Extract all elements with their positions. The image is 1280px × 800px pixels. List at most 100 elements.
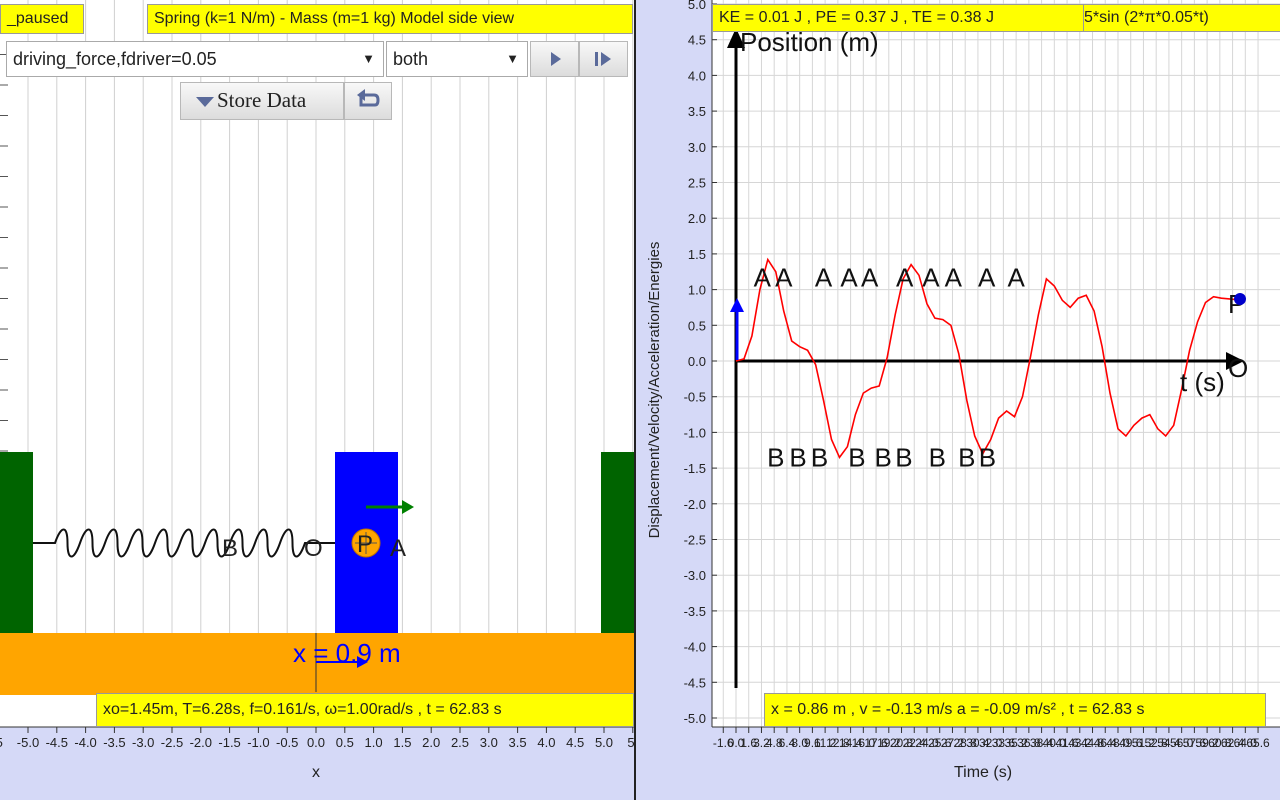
- label-o: O: [304, 535, 323, 562]
- x-tick-label: 4.8: [766, 736, 783, 750]
- label-b: B: [222, 535, 238, 562]
- driving-formula: 5*sin (2*π*0.05*t): [1084, 4, 1280, 32]
- turning-point-label-a: A: [754, 263, 772, 293]
- y-tick-label: 1.5: [688, 247, 706, 262]
- initial-velocity-arrow: [730, 298, 744, 360]
- turning-point-label-a: A: [840, 263, 858, 293]
- x-axis-ticks: 5 -5.0 -4.5 -4.0 -3.5 -3.0 -2.5 -2.0 -1.5 -1.0 -0.…: [0, 727, 634, 750]
- x-tick-label: -0.5: [276, 735, 298, 750]
- x-tick-label: 46.4: [1094, 736, 1118, 750]
- y-tick-label: 2.5: [688, 176, 706, 191]
- x-tick-label: 33.6: [992, 736, 1016, 750]
- energy-readout: KE = 0.01 J , PE = 0.37 J , TE = 0.38 J: [712, 4, 1084, 32]
- y-tick-label: -1.0: [684, 425, 706, 440]
- x-tick-label: 3.2: [753, 736, 770, 750]
- y-tick-label: -1.5: [684, 461, 706, 476]
- status-label: _paused: [0, 4, 84, 34]
- y-tick-label: 1.0: [688, 283, 706, 298]
- graph-panel: 5.0 4.5 4.0 3.5 3.0 2.5 2.0 1.5 1.0 0.5 0.0 -0.5 -1.…: [636, 0, 1280, 800]
- x-tick-label: 36.8: [1017, 736, 1041, 750]
- turning-point-label-b: B: [789, 443, 806, 473]
- x-tick-label: 20.8: [890, 736, 914, 750]
- y-axis-arrowhead: [727, 28, 745, 48]
- x-axis-title: Time (s): [954, 764, 1012, 781]
- turning-point-label-b: B: [875, 443, 892, 473]
- y-tick-label: -5.0: [684, 711, 706, 726]
- x-tick-label: -3.0: [132, 735, 154, 750]
- y-tick-label: -0.5: [684, 390, 706, 405]
- turning-point-label-a: A: [1007, 263, 1025, 293]
- driver-select[interactable]: driving_force,fdriver=0.05 ▼: [6, 41, 384, 77]
- y-axis-ticks: 5.0 4.5 4.0 3.5 3.0 2.5 2.0 1.5 1.0 0.5 0.0 -0.5 -1.…: [684, 0, 717, 726]
- displacement-arrow: [316, 656, 368, 668]
- kinematics-readout: x = 0.86 m , v = -0.13 m/s a = -0.09 m/s…: [764, 693, 1266, 727]
- turning-point-label-b: B: [811, 443, 828, 473]
- x-tick-label: 2.5: [451, 735, 469, 750]
- x-tick-label: 1.0: [365, 735, 383, 750]
- x-tick-label: 11.2: [814, 736, 837, 750]
- y-tick-label: -2.5: [684, 533, 706, 548]
- play-button[interactable]: [530, 41, 579, 77]
- x-axis-label: x: [312, 764, 320, 781]
- force-arrow: [366, 500, 414, 514]
- y-tick-label: 5.0: [688, 0, 706, 12]
- turning-point-label-b: B: [767, 443, 784, 473]
- x-tick-label: 32.0: [979, 736, 1003, 750]
- y-tick-label: -3.5: [684, 604, 706, 619]
- step-button[interactable]: [579, 41, 628, 77]
- turning-point-labels: A A A A A A A A A AB B B B B B B B B: [754, 263, 1026, 473]
- x-tick-label: 48.0: [1106, 736, 1130, 750]
- spring: [33, 528, 335, 558]
- simulation-view: B O P A x = 0.9 m 5-5.0-4.5-4.0-3.5-3.0-…: [0, 0, 634, 800]
- undo-button[interactable]: [344, 82, 392, 120]
- x-axis-ticks: -1.60.01.63.24.86.48.09.611.212.814.416.…: [711, 0, 1280, 750]
- y-tick-label: -4.5: [684, 675, 706, 690]
- end-label-o: O: [1228, 353, 1248, 383]
- x-tick-label: 5: [0, 735, 3, 750]
- x-tick-label: 0.5: [336, 735, 354, 750]
- current-point: [1234, 293, 1246, 305]
- caret-down-icon: [196, 97, 214, 107]
- y-tick-label: 2.0: [688, 211, 706, 226]
- step-icon: [595, 52, 611, 66]
- panel-divider: [634, 0, 636, 800]
- y-tick-label: -3.0: [684, 568, 706, 583]
- chevron-down-icon: ▼: [506, 51, 519, 66]
- turning-point-label-a: A: [945, 263, 963, 293]
- x-tick-label: 19.2: [877, 736, 901, 750]
- store-data-button[interactable]: Store Data: [180, 82, 344, 120]
- label-p: P: [357, 531, 373, 558]
- x-tick-label: -2.0: [190, 735, 212, 750]
- x-tick-label: 8.0: [791, 736, 808, 750]
- turning-point-label-a: A: [896, 263, 914, 293]
- chevron-down-icon: ▼: [362, 51, 375, 66]
- x-tick-label: 0.0: [728, 736, 745, 750]
- x-tick-label: 17.6: [864, 736, 888, 750]
- x-tick-label: 51.2: [1132, 736, 1156, 750]
- turning-point-label-b: B: [895, 443, 912, 473]
- mode-select[interactable]: both ▼: [386, 41, 528, 77]
- x-tick-label: -4.0: [74, 735, 96, 750]
- x-tick-label: 57.6: [1183, 736, 1207, 750]
- x-tick-label: 27.2: [941, 736, 965, 750]
- x-tick-label: 0.0: [307, 735, 325, 750]
- driver-select-value: driving_force,fdriver=0.05: [13, 49, 217, 69]
- parameters-readout: xo=1.45m, T=6.28s, f=0.161/s, ω=1.00rad/…: [96, 693, 634, 727]
- turning-point-label-b: B: [929, 443, 946, 473]
- y-tick-label: 4.0: [688, 68, 706, 83]
- x-tick-label: 4.0: [537, 735, 555, 750]
- y-axis-title: Displacement/Velocity/Acceleration/Energ…: [646, 242, 663, 539]
- x-tick-label: 16.0: [852, 736, 876, 750]
- x-tick-label: 3.5: [509, 735, 527, 750]
- turning-point-label-a: A: [815, 263, 833, 293]
- turning-point-label-b: B: [979, 443, 996, 473]
- x-tick-label: 60.8: [1208, 736, 1232, 750]
- turning-point-label-a: A: [861, 263, 879, 293]
- position-time-chart: 5.0 4.5 4.0 3.5 3.0 2.5 2.0 1.5 1.0 0.5 0.0 -0.5 -1.…: [646, 0, 1280, 781]
- t-axis-arrowhead: [1226, 352, 1244, 370]
- x-tick-label: 9.6: [804, 736, 821, 750]
- x-tick-label: 54.4: [1157, 736, 1181, 750]
- y-tick-label: 3.0: [688, 140, 706, 155]
- simulation-panel: B O P A x = 0.9 m 5-5.0-4.5-4.0-3.5-3.0-…: [0, 0, 634, 800]
- x-tick-label: 24.0: [915, 736, 939, 750]
